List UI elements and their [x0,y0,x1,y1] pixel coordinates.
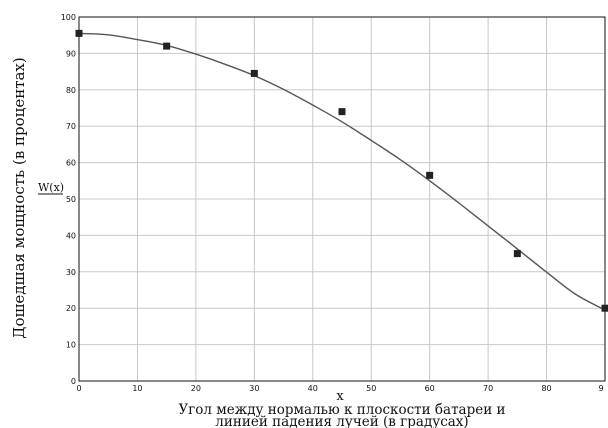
y-tick-label: 100 [61,13,76,22]
x-tick-label: 40 [308,384,318,393]
y-axis-label: W(x) [38,181,64,194]
y-tick-label: 10 [66,341,76,350]
x-axis-title-line-2: линией падения лучей (в градусах) [215,414,468,428]
grid-lines [79,17,605,381]
y-tick-label: 70 [66,122,76,131]
x-tick-label: 20 [191,384,201,393]
y-tick-label: 50 [66,195,76,204]
data-point-marker [513,250,521,258]
x-tick-label: 60 [425,384,435,393]
x-axis-title-line-1: Угол между нормалью к плоскости батареи … [178,402,505,418]
x-tick-label: 80 [541,384,551,393]
y-tick-label: 40 [66,231,76,240]
x-tick-label: 0 [76,384,81,393]
y-axis-title: Дошедшая мощность (в процентах) [10,57,28,338]
data-point-marker [75,29,83,37]
y-tick-label: 60 [66,159,76,168]
data-point-marker [601,304,608,312]
x-tick-label: 50 [366,384,376,393]
y-tick-label: 90 [66,49,76,58]
x-tick-label: 70 [483,384,493,393]
y-tick-label: 30 [66,268,76,277]
x-tick-label: 9 [598,384,603,393]
y-tick-labels: 0 10 20 30 40 50 60 70 80 90 100 [61,13,76,386]
series-curve [78,32,606,311]
plot-frame [78,16,606,382]
data-point-marker [250,69,258,77]
series-markers [75,29,608,312]
x-tick-label: 30 [249,384,259,393]
x-tick-label: 10 [132,384,142,393]
y-tick-label: 80 [66,86,76,95]
axes [78,16,606,382]
y-tick-label: 20 [66,304,76,313]
x-axis-label: x [336,389,344,404]
data-point-marker [338,108,346,116]
data-point-marker [426,171,434,179]
y-tick-label: 0 [71,377,76,386]
data-point-marker [163,42,171,50]
x-tick-labels: 0 10 20 30 40 50 60 70 80 9 [76,384,603,393]
